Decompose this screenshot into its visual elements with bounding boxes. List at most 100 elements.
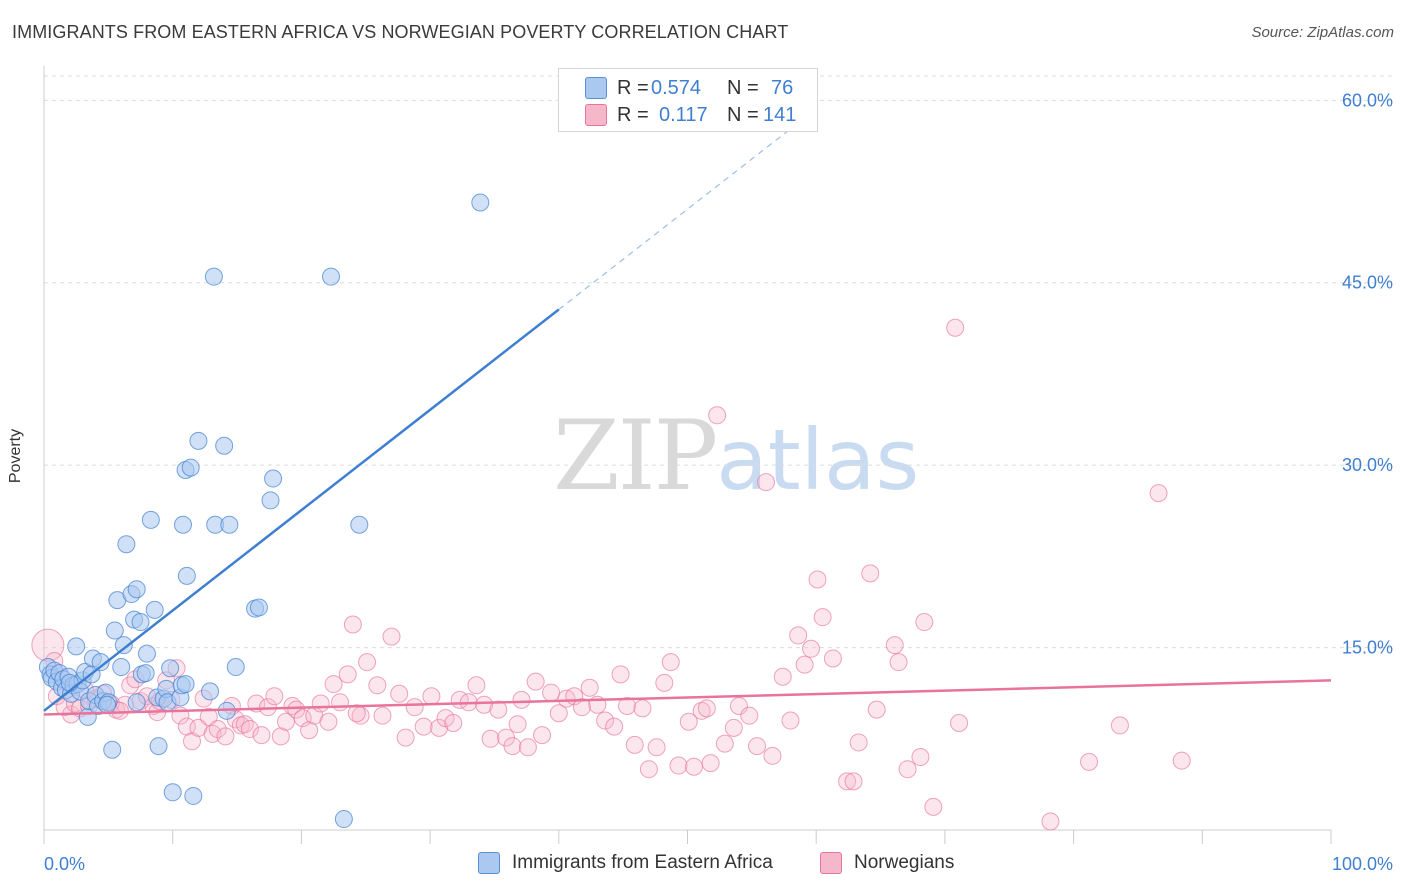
norwegians-point xyxy=(639,760,658,779)
eastern-africa-point xyxy=(201,682,220,701)
norwegians-point xyxy=(763,746,782,765)
norwegians-point xyxy=(915,613,934,632)
norwegians-point xyxy=(121,676,140,695)
eastern-africa-point xyxy=(226,658,245,677)
norwegians-point xyxy=(518,738,537,757)
norwegians-point xyxy=(177,717,196,736)
norwegians-point xyxy=(1149,484,1168,503)
x-tick-labels: 0.0% 100.0% xyxy=(44,854,1393,874)
norwegians-point xyxy=(542,683,561,702)
norwegians-point xyxy=(208,720,227,739)
norwegians-point xyxy=(596,711,615,730)
legend-label-norwegians: Norwegians xyxy=(854,852,955,873)
norwegians-point xyxy=(271,727,290,746)
watermark-atlas: atlas xyxy=(716,411,920,509)
norwegians-point xyxy=(808,570,827,589)
norwegians-point xyxy=(324,675,343,694)
eastern-africa-point xyxy=(145,600,164,619)
eastern-africa-point xyxy=(141,510,160,529)
legend-swatch-blue xyxy=(585,77,607,99)
norwegians-point xyxy=(781,711,800,730)
norwegians-point xyxy=(701,754,720,773)
norwegians-point xyxy=(838,772,857,791)
norwegians-trend-line xyxy=(43,679,1332,716)
legend-n-value: 141 xyxy=(763,103,797,126)
y-tick-label: 30.0% xyxy=(1342,455,1393,475)
eastern-africa-trend-line xyxy=(43,308,560,712)
legend-item-eastern-africa: Immigrants from Eastern Africa xyxy=(478,852,773,874)
norwegians-point xyxy=(655,673,674,692)
norwegians-point xyxy=(276,712,295,731)
norwegians-point xyxy=(740,706,759,725)
norwegians-point xyxy=(633,699,652,718)
eastern-africa-point xyxy=(173,515,192,534)
norwegians-point xyxy=(338,665,357,684)
norwegians-point xyxy=(757,473,776,492)
norwegians-point xyxy=(618,696,637,715)
norwegians-point xyxy=(1041,812,1060,831)
legend-n-label: N = xyxy=(727,76,759,99)
norwegians-point xyxy=(625,735,644,754)
norwegians-point xyxy=(844,772,863,791)
eastern-africa-point xyxy=(204,267,223,286)
eastern-africa-point xyxy=(176,675,195,694)
eastern-africa-point xyxy=(105,621,124,640)
norwegians-point xyxy=(396,728,415,747)
norwegians-point xyxy=(580,678,599,697)
norwegians-point xyxy=(549,704,568,723)
eastern-africa-point xyxy=(189,431,208,450)
legend-r-value: 0.117 xyxy=(659,103,708,126)
norwegians-point xyxy=(789,626,808,645)
norwegians-point xyxy=(605,717,624,736)
chart-title: IMMIGRANTS FROM EASTERN AFRICA VS NORWEG… xyxy=(12,22,789,42)
legend-swatch-pink xyxy=(585,104,607,126)
norwegians-point xyxy=(611,665,630,684)
norwegians-point xyxy=(684,757,703,776)
eastern-africa-point xyxy=(114,636,133,655)
norwegians-point xyxy=(861,564,880,583)
norwegians-point xyxy=(679,712,698,731)
norwegians-point xyxy=(347,704,366,723)
norwegians-point xyxy=(199,707,218,726)
eastern-africa-point xyxy=(322,267,341,286)
norwegians-point xyxy=(300,721,319,740)
legend-r-label: R = xyxy=(617,76,649,99)
norwegians-point xyxy=(430,718,449,737)
eastern-africa-point xyxy=(184,786,203,805)
norwegians-point xyxy=(911,748,930,767)
norwegians-point xyxy=(319,712,338,731)
eastern-africa-point xyxy=(103,740,122,759)
eastern-africa-point xyxy=(112,658,131,677)
norwegians-point xyxy=(252,726,271,745)
eastern-africa-point xyxy=(136,664,155,683)
eastern-africa-point xyxy=(127,693,146,712)
norwegians-point xyxy=(889,653,908,672)
axes xyxy=(43,66,1332,844)
norwegians-point xyxy=(444,713,463,732)
legend-swatch-pink xyxy=(820,852,842,874)
legend-item-norwegians: Norwegians xyxy=(820,852,954,874)
norwegians-point xyxy=(489,700,508,719)
x-tick-label-max: 100.0% xyxy=(1332,854,1393,874)
norwegians-point xyxy=(235,715,254,734)
norwegians-point xyxy=(467,676,486,695)
norwegians-point xyxy=(773,667,792,686)
norwegians-point xyxy=(512,690,531,709)
norwegians-point xyxy=(414,717,433,736)
norwegians-point xyxy=(311,694,330,713)
legend-label-eastern-africa: Immigrants from Eastern Africa xyxy=(512,852,773,873)
norwegians-point xyxy=(950,713,969,732)
legend-swatch-blue xyxy=(478,852,500,874)
norwegians-point xyxy=(358,653,377,672)
eastern-africa-point xyxy=(264,469,283,488)
norwegians-point xyxy=(475,695,494,714)
x-tick-label-min: 0.0% xyxy=(44,854,85,874)
norwegians-point xyxy=(813,608,832,627)
norwegians-point xyxy=(508,715,527,734)
norwegians-point xyxy=(216,727,235,746)
norwegians-point xyxy=(1172,751,1191,770)
eastern-africa-point xyxy=(149,737,168,756)
trend-lines xyxy=(43,108,1332,716)
norwegians-point xyxy=(802,639,821,658)
eastern-africa-point xyxy=(98,695,117,714)
